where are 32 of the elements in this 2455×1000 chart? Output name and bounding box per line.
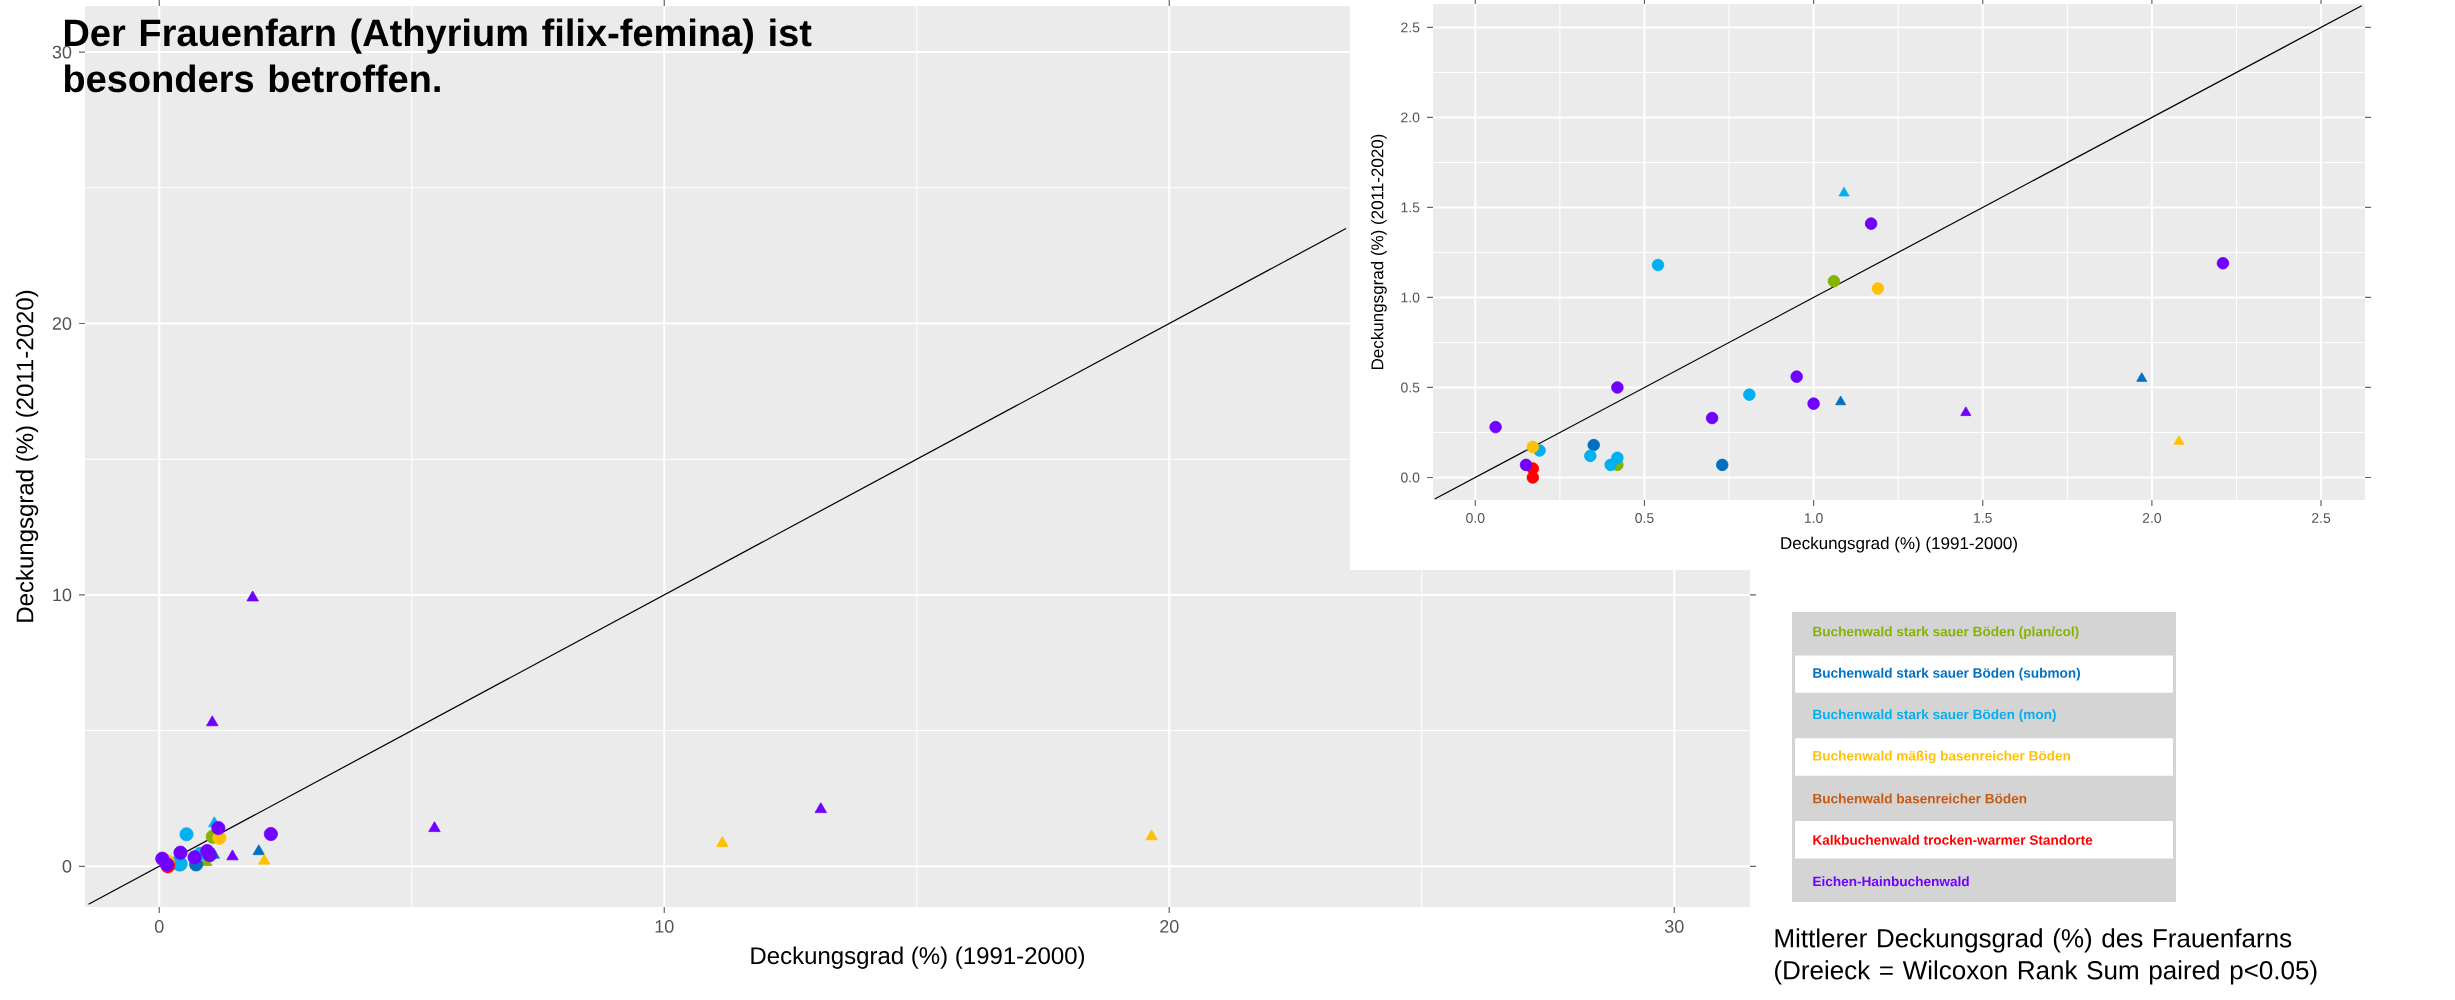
y-tick-label: 30	[52, 45, 72, 59]
y-axis-title: Deckungsgrad (%) (2011-2020)	[1370, 134, 1387, 370]
x-tick-label: 0.0	[1466, 513, 1485, 523]
y-tick-label: 10	[53, 588, 72, 602]
y-tick-label: 1.5	[1401, 202, 1420, 213]
x-tick-label: 30	[1664, 920, 1684, 933]
x-tick-label: 20	[1160, 920, 1179, 933]
y-tick-label: 0.5	[1401, 382, 1420, 393]
y-axis-title: Deckungsgrad (%) (2011-2020)	[15, 290, 39, 622]
x-tick-label: 2.0	[2142, 513, 2162, 523]
x-tick-label: 1.0	[1804, 513, 1823, 523]
text: Buchenwald mäßig basenreicher Böden	[1813, 750, 2071, 764]
y-tick-label: 1.0	[1401, 292, 1420, 303]
text: Mittlerer Deckungsgrad (%) des Frauenfarns (Dreieck = Wilcoxon Rank Sum paired p<0.05)	[1775, 928, 2317, 985]
x-tick-label: 0	[154, 920, 164, 933]
text: Eichen-Hainbuchenwald	[1813, 876, 1969, 887]
y-tick-label: 0.0	[1401, 472, 1420, 483]
legend-label: Buchenwald basenreicher Böden	[1813, 793, 2027, 804]
text: Buchenwald stark sauer Böden (submon)	[1813, 667, 2081, 681]
y-tick-label: 2.5	[1401, 22, 1420, 33]
x-tick-label: 2.5	[2312, 513, 2331, 523]
y-tick-label: 0	[62, 859, 72, 873]
text: Buchenwald stark sauer Böden (mon)	[1813, 709, 2056, 722]
x-axis-title: Deckungsgrad (%) (1991-2000)	[1781, 536, 2017, 553]
x-axis-title: Deckungsgrad (%) (1991-2000)	[751, 946, 1085, 969]
y-tick-label: 20	[52, 317, 72, 330]
x-tick-label: 0.5	[1635, 513, 1654, 523]
text: Buchenwald stark sauer Böden (plan/col)	[1813, 626, 2079, 640]
y-tick-label: 2.0	[1401, 112, 1420, 123]
x-tick-label: 10	[655, 920, 674, 933]
text: Kalkbuchenwald trocken-warmer Standorte	[1813, 834, 2093, 845]
x-tick-label: 1.5	[1974, 513, 1992, 523]
